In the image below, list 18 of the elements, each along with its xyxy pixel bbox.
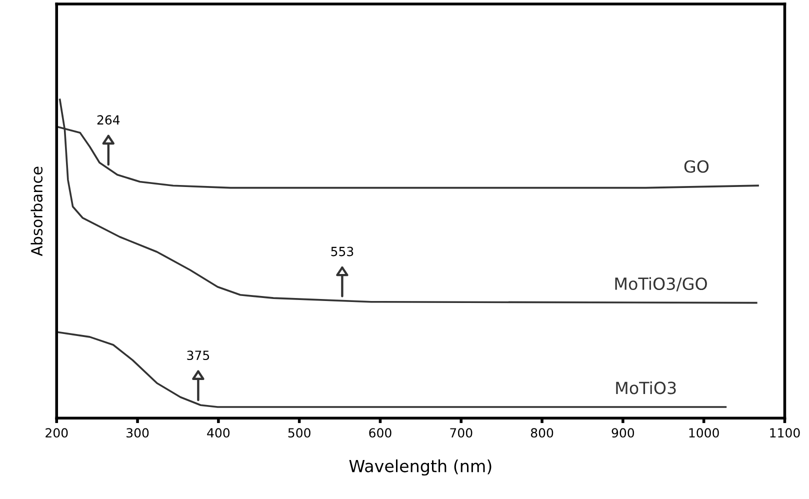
x-tick-label: 500 xyxy=(288,428,310,438)
x-tick-label: 700 xyxy=(450,428,472,438)
x-tick-label: 600 xyxy=(369,428,392,438)
x-tick-label: 800 xyxy=(530,428,554,438)
x-tick-label: 1100 xyxy=(770,428,800,438)
x-tick-label: 400 xyxy=(207,428,230,438)
x-tick-label: 300 xyxy=(126,428,149,438)
series-label: MoTiO3 xyxy=(616,381,676,394)
x-tick-label: 200 xyxy=(46,428,68,438)
annotation: 553 xyxy=(331,246,354,256)
annotation: 375 xyxy=(187,350,210,360)
x-tick-label: 900 xyxy=(612,428,634,438)
series-label: GO xyxy=(684,160,709,173)
series-label: MoTiO3/GO xyxy=(615,277,707,292)
y-axis-title: Absorbance xyxy=(30,166,43,256)
x-tick-label: 1000 xyxy=(689,428,719,438)
annotation: 264 xyxy=(97,115,120,125)
x-axis-title: Wavelength (nm) xyxy=(349,459,492,476)
